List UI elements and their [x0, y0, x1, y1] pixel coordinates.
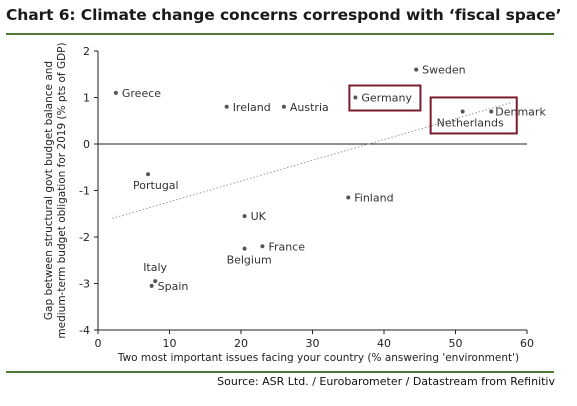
point-label-uk: UK	[251, 210, 267, 223]
point-finland	[346, 195, 351, 200]
y-tick-label: -2	[79, 231, 90, 244]
y-tick-label: 2	[83, 45, 90, 58]
chart-title: Chart 6: Climate change concerns corresp…	[6, 6, 562, 24]
point-label-austria: Austria	[290, 101, 329, 114]
point-sweden	[414, 67, 419, 72]
x-tick-label: 30	[306, 337, 320, 350]
point-label-greece: Greece	[122, 87, 161, 100]
x-tick-label: 20	[234, 337, 248, 350]
y-tick-label: -1	[79, 185, 90, 198]
point-greece	[113, 90, 118, 95]
point-label-finland: Finland	[354, 191, 393, 204]
y-tick-label: 0	[83, 138, 90, 151]
footer-divider	[6, 371, 554, 373]
point-label-sweden: Sweden	[422, 64, 465, 77]
x-tick-label: 10	[163, 337, 177, 350]
point-label-france: France	[268, 240, 305, 253]
point-label-belgium: Belgium	[227, 254, 272, 267]
x-tick-label: 60	[520, 337, 534, 350]
point-denmark	[489, 109, 494, 114]
point-france	[260, 244, 265, 249]
x-tick-label: 50	[449, 337, 463, 350]
point-label-italy: Italy	[143, 261, 167, 274]
point-netherlands	[460, 109, 465, 114]
x-axis-label: Two most important issues facing your co…	[117, 352, 519, 364]
data-points: Greece Ireland Austria Germany Sweden Netherl…	[113, 64, 546, 293]
point-label-ireland: Ireland	[233, 101, 271, 114]
point-belgium	[242, 246, 247, 251]
point-label-denmark: Denmark	[495, 105, 546, 118]
y-tick-label: -4	[79, 324, 90, 337]
point-label-spain: Spain	[158, 280, 189, 293]
x-tick-label: 40	[377, 337, 391, 350]
chart-axes: 210-1-2-3-40 10 20 30 40 50 60	[79, 45, 534, 350]
highlight-box-netherlands-denmark	[429, 96, 518, 135]
y-axis-label-line1: Gap between structural govt budget balan…	[43, 61, 55, 320]
point-italy	[153, 279, 158, 284]
highlight-boxes	[348, 84, 518, 135]
point-label-netherlands: Netherlands	[437, 116, 504, 129]
y-axis-label-line2: medium-term budget obligation for 2019 (…	[56, 42, 68, 338]
point-austria	[281, 104, 286, 109]
x-tick-label: 0	[95, 337, 102, 350]
y-tick-label: -3	[79, 278, 90, 291]
point-uk	[242, 214, 247, 219]
point-label-portugal: Portugal	[133, 179, 179, 192]
point-label-germany: Germany	[361, 92, 412, 105]
source-note: Source: ASR Ltd. / Eurobarometer / Datas…	[217, 375, 555, 388]
trendline-group	[112, 101, 513, 219]
point-spain	[149, 283, 154, 288]
point-ireland	[224, 104, 229, 109]
point-germany	[353, 95, 358, 100]
point-portugal	[146, 172, 151, 177]
y-tick-label: 1	[83, 92, 90, 105]
title-divider	[6, 33, 554, 35]
highlight-box-germany	[348, 84, 422, 112]
trendline	[112, 101, 513, 219]
